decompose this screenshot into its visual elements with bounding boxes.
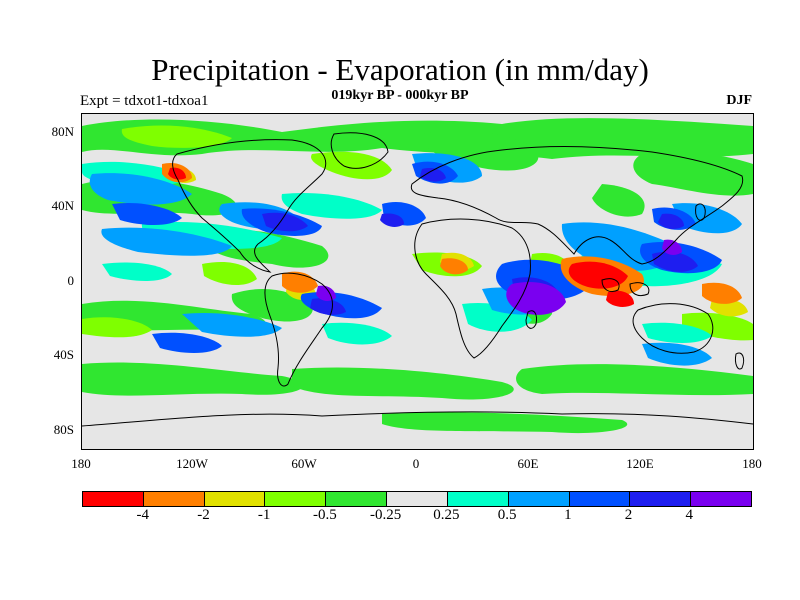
lon-label-180e: 180 bbox=[742, 456, 762, 471]
colorbar-label: -4 bbox=[136, 507, 149, 523]
colorbar-label: -1 bbox=[257, 507, 271, 523]
colorbar-swatch bbox=[204, 492, 266, 506]
colorbar-swatch bbox=[83, 492, 144, 506]
lon-label-120w: 120W bbox=[176, 456, 208, 471]
lat-label-40n: 40N bbox=[51, 198, 74, 213]
colorbar-swatch bbox=[143, 492, 205, 506]
colorbar bbox=[82, 491, 752, 507]
world-map bbox=[82, 114, 753, 449]
colorbar-swatch bbox=[387, 492, 448, 506]
colorbar-label: 2 bbox=[624, 507, 633, 523]
lat-label-80n: 80N bbox=[51, 124, 74, 139]
colorbar-swatch bbox=[447, 492, 509, 506]
chart-subtitle: 019kyr BP - 000kyr BP bbox=[331, 88, 469, 103]
red-regions bbox=[168, 167, 634, 307]
lon-label-0: 0 bbox=[412, 456, 420, 471]
lightblue-regions bbox=[89, 153, 742, 366]
colorbar-swatch bbox=[569, 492, 631, 506]
lat-label-0: 0 bbox=[67, 273, 75, 288]
season-label: DJF bbox=[726, 93, 752, 108]
colorbar-label: -0.25 bbox=[370, 507, 402, 523]
colorbar-label: 0.5 bbox=[497, 507, 517, 523]
colorbar-swatch bbox=[691, 492, 751, 506]
colorbar-swatch bbox=[508, 492, 570, 506]
lon-label-60e: 60E bbox=[517, 456, 539, 471]
colorbar-swatch bbox=[265, 492, 327, 506]
colorbar-label: 0.25 bbox=[433, 507, 460, 523]
experiment-label: Expt = tdxot1-tdxoa1 bbox=[80, 93, 209, 109]
lat-label-80s: 80S bbox=[53, 422, 74, 437]
lon-label-120e: 120E bbox=[626, 456, 654, 471]
green-regions bbox=[82, 118, 753, 434]
colorbar-label: 1 bbox=[564, 507, 572, 523]
lat-label-40s: 40S bbox=[53, 347, 74, 362]
chart-title: Precipitation - Evaporation (in mm/day) bbox=[151, 52, 649, 87]
map-plot-area bbox=[81, 113, 754, 450]
colorbar-swatch bbox=[630, 492, 692, 506]
colorbar-label: 4 bbox=[685, 507, 694, 523]
colorbar-swatch bbox=[326, 492, 388, 506]
lon-label-60w: 60W bbox=[291, 456, 317, 471]
lon-label-180w: 180 bbox=[71, 456, 91, 471]
colorbar-label: -2 bbox=[197, 507, 210, 523]
coastlines bbox=[82, 132, 753, 427]
darkblue-regions bbox=[262, 168, 698, 315]
colorbar-label: -0.5 bbox=[313, 507, 337, 523]
